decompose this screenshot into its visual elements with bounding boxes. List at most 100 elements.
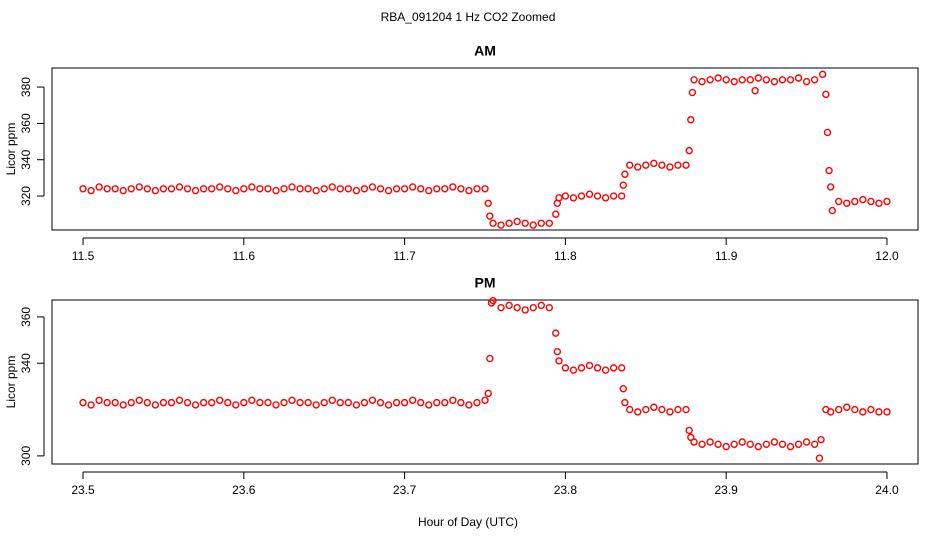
data-point [87,401,95,409]
data-point [441,398,449,407]
data-point [484,389,492,398]
data-point [617,364,626,372]
data-point [822,90,830,99]
y-axis-label: Licor ppm [4,356,18,409]
data-point [240,185,248,193]
data-point [585,190,594,198]
data-point [505,301,513,310]
data-point [449,396,457,404]
data-point [425,401,433,409]
data-point [352,401,361,409]
data-point [384,401,393,409]
data-point [634,163,642,171]
data-point [826,183,835,191]
data-point [682,405,690,414]
y-tick-label: 340 [19,353,33,373]
data-point [135,183,144,191]
data-point [127,398,135,407]
data-point [376,398,385,407]
data-point [344,398,353,407]
data-point [828,206,837,215]
data-point [859,195,867,204]
data-point [859,408,867,416]
data-point [473,398,481,407]
data-point [400,398,409,407]
data-point [216,396,224,404]
data-point [875,408,883,416]
x-tick-label: 23.6 [232,483,256,497]
data-point [621,398,629,407]
data-point [143,185,152,193]
data-point [746,76,754,84]
data-point [167,185,176,193]
data-point [754,442,763,451]
data-point [714,74,722,82]
data-point [484,199,492,208]
data-point [513,303,521,312]
data-point [751,87,759,95]
data-point [360,398,369,407]
data-point [457,185,465,193]
data-point [875,199,883,208]
data-point [714,440,722,449]
data-point [553,347,562,356]
y-tick-label: 360 [19,307,33,327]
data-point [730,440,738,449]
data-point [441,185,449,193]
data-point [384,186,393,195]
data-point [256,398,264,407]
data-point [674,161,682,169]
data-point [770,438,779,446]
data-point [272,186,280,195]
data-point [280,398,288,407]
x-tick-label: 11.8 [554,249,577,263]
data-point [175,183,184,191]
data-point [216,183,224,191]
data-point [835,405,843,414]
x-tick-label: 23.7 [393,483,417,497]
data-point [486,354,494,363]
data-point [400,185,409,193]
data-point [690,438,698,446]
data-point [481,185,489,193]
data-point [561,364,570,372]
data-point [360,185,369,193]
data-point [883,197,891,206]
data-point [706,76,714,84]
data-point [786,442,795,451]
data-point [408,396,417,404]
data-point [619,385,627,393]
data-point [658,405,666,414]
data-point [183,185,192,193]
data-point [738,76,746,84]
data-point [738,438,746,446]
data-point [569,194,578,202]
data-point [561,192,570,200]
data-point [159,398,168,407]
data-point [328,396,336,404]
data-point [552,210,560,218]
data-point [851,197,859,206]
data-point [545,303,554,312]
data-point [312,401,320,409]
data-point [175,396,184,404]
data-point [473,185,481,193]
data-point [650,159,658,168]
data-point [328,183,336,191]
data-point [465,186,473,195]
data-point [151,186,160,195]
data-point [256,185,264,193]
data-point [843,403,851,411]
data-point [794,440,803,449]
data-point [312,186,320,195]
data-point [191,401,200,409]
x-tick-label: 11.7 [393,249,416,263]
data-point [224,185,232,193]
data-point [778,76,787,84]
data-point [666,408,674,416]
data-point [304,398,312,407]
data-point [682,161,690,169]
data-point [376,185,385,193]
data-point [183,398,192,407]
